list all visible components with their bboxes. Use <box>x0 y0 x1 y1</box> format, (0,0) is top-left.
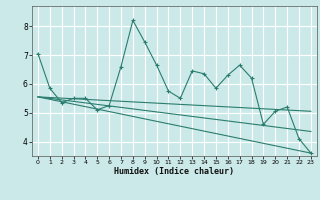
X-axis label: Humidex (Indice chaleur): Humidex (Indice chaleur) <box>115 167 234 176</box>
